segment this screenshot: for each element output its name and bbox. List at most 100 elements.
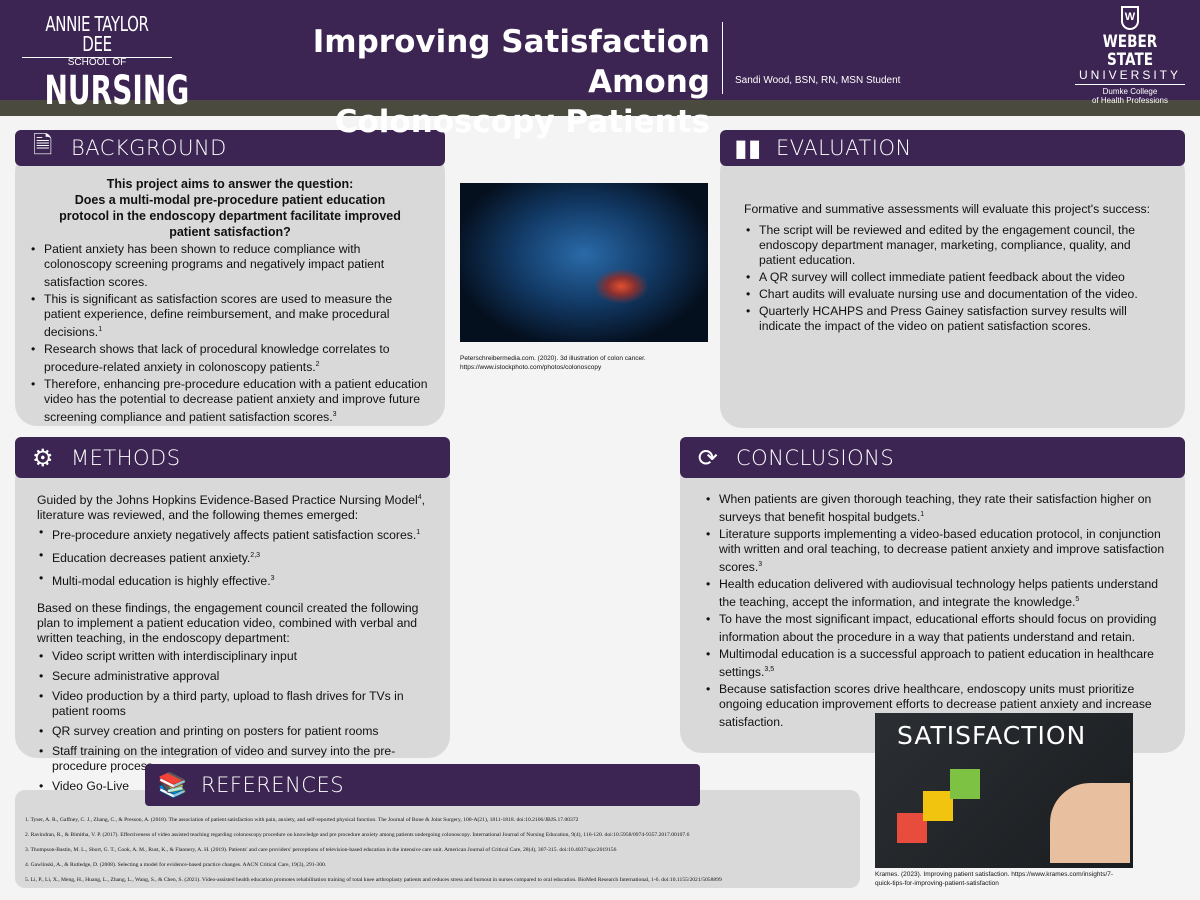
- plan-intro: Based on these findings, the engagement …: [37, 601, 419, 646]
- list-item: Pre-procedure anxiety negatively affects…: [37, 525, 438, 543]
- list-item: Multi-modal education is highly effectiv…: [37, 571, 438, 589]
- caption-line: https://www.istockphoto.com/photos/colon…: [460, 363, 602, 371]
- logo-line: WEBER STATE: [1102, 32, 1158, 70]
- methods-panel: Guided by the Johns Hopkins Evidence-Bas…: [15, 458, 450, 794]
- list-item: Research shows that lack of procedural k…: [29, 342, 431, 375]
- citation: 4: [417, 494, 422, 501]
- header-band: [0, 100, 1200, 116]
- item-text: Health education delivered with audiovis…: [719, 577, 1159, 610]
- list-item: Secure administrative approval: [37, 669, 438, 684]
- satisfaction-image-caption: Krames. (2023). Improving patient satisf…: [875, 871, 1165, 888]
- intro-text: , literature was reviewed, and the follo…: [37, 493, 426, 523]
- satisfaction-image: SATISFACTION: [875, 713, 1133, 868]
- background-panel: This project aims to answer the question…: [15, 150, 445, 426]
- list-item: Literature supports implementing a video…: [704, 527, 1171, 575]
- background-header: 🗎 BACKGROUND: [15, 130, 445, 166]
- title-line: Improving Satisfaction Among: [312, 24, 710, 100]
- hand-image: [1050, 783, 1130, 863]
- title-line: Colonoscopy Patients: [334, 104, 710, 140]
- list-item: Patient anxiety has been shown to reduce…: [29, 242, 431, 290]
- citation: 2,3: [250, 552, 261, 560]
- list-item: Video script written with interdisciplin…: [37, 649, 438, 664]
- item-text: Research shows that lack of procedural k…: [44, 342, 390, 375]
- logo-line: NURSING: [44, 68, 190, 114]
- reference-item: 3. Thompson-Bastin, M. L., Short, G. T.,…: [25, 847, 617, 853]
- list-item: Quarterly HCAHPS and Press Gainey satisf…: [744, 304, 1163, 334]
- references-header: 📚 REFERENCES: [145, 764, 700, 806]
- item-text: When patients are given thorough teachin…: [719, 492, 1152, 525]
- caption-line: Peterschreibermedia.com. (2020). 3d illu…: [460, 355, 646, 362]
- evaluation-header: ▮▮ EVALUATION: [720, 130, 1185, 166]
- logo-line: Dumke College: [1102, 87, 1158, 96]
- reference-item: 4. Gawlinski, A., & Rutledge, D. (2008).…: [25, 862, 327, 868]
- caption-line: Krames. (2023). Improving patient satisf…: [875, 871, 1114, 878]
- list-item: Staff training on the integration of vid…: [37, 744, 438, 774]
- satisfaction-word: SATISFACTION: [897, 721, 1087, 750]
- logo-line: UNIVERSITY: [1075, 69, 1185, 85]
- citation: 5: [1075, 596, 1080, 604]
- conclusions-header: ⟳ CONCLUSIONS: [680, 437, 1185, 478]
- logo-line: ANNIE TAYLOR DEE: [45, 12, 149, 56]
- gears-icon: ⚙: [31, 443, 54, 472]
- citation: 2: [315, 361, 320, 369]
- item-text: Pre-procedure anxiety negatively affects…: [52, 528, 417, 543]
- list-item: Video production by a third party, uploa…: [37, 689, 438, 719]
- neutral-face-icon: [923, 791, 953, 821]
- list-item: A QR survey will collect immediate patie…: [744, 270, 1163, 285]
- reference-item: 2. Ravindran, R., & Bimitha, V. P. (2017…: [25, 832, 690, 838]
- references-list: 1. Tyser, A. R., Gaffney, C. J., Zhang, …: [15, 790, 860, 892]
- list-item: Because satisfaction scores drive health…: [704, 682, 1171, 730]
- list-item: Health education delivered with audiovis…: [704, 577, 1171, 610]
- background-list: Patient anxiety has been shown to reduce…: [29, 242, 431, 425]
- list-item: Video Go-Live: [37, 779, 438, 794]
- item-text: Multi-modal education is highly effectiv…: [52, 574, 271, 589]
- item-text: Literature supports implementing a video…: [719, 527, 1165, 575]
- item-text: To have the most significant impact, edu…: [719, 612, 1157, 645]
- colon-illustration-image: [460, 183, 708, 342]
- citation: 1: [416, 529, 421, 537]
- section-title: METHODS: [71, 445, 181, 470]
- citation: 1: [920, 511, 925, 518]
- list-item: To have the most significant impact, edu…: [704, 612, 1171, 645]
- shield-icon: W: [1121, 6, 1139, 30]
- item-text: Therefore, enhancing pre-procedure educa…: [44, 377, 428, 425]
- citation: 3,5: [764, 666, 775, 674]
- citation: 3: [758, 561, 763, 569]
- item-text: Patient anxiety has been shown to reduce…: [44, 242, 385, 290]
- references-panel: 1. Tyser, A. R., Gaffney, C. J., Zhang, …: [15, 790, 860, 888]
- methods-header: ⚙ METHODS: [15, 437, 450, 478]
- item-text: Because satisfaction scores drive health…: [719, 682, 1152, 730]
- poster-title: Improving Satisfaction Among Colonoscopy …: [220, 22, 710, 142]
- section-title: CONCLUSIONS: [736, 445, 895, 470]
- methods-intro: Guided by the Johns Hopkins Evidence-Bas…: [37, 490, 438, 523]
- evaluation-intro: Formative and summative assessments will…: [744, 202, 1151, 216]
- books-icon: 📚: [157, 771, 189, 799]
- weber-state-logo: W WEBER STATE UNIVERSITY Dumke College o…: [1075, 6, 1185, 105]
- reference-item: 1. Tyser, A. R., Gaffney, C. J., Zhang, …: [25, 817, 579, 823]
- logo-line: of Health Professions: [1091, 96, 1169, 105]
- divider: [722, 22, 723, 94]
- evaluation-list: The script will be reviewed and edited b…: [744, 223, 1163, 334]
- item-text: Education decreases patient anxiety.: [52, 551, 251, 566]
- bar-chart-icon: ▮▮: [734, 134, 762, 162]
- item-text: Multimodal education is a successful app…: [719, 647, 1154, 680]
- section-title: BACKGROUND: [71, 136, 227, 160]
- author: Sandi Wood, BSN, RN, MSN Student: [735, 75, 901, 86]
- poster-header: ANNIE TAYLOR DEE SCHOOL OF NURSING Impro…: [0, 0, 1200, 140]
- conclusions-list: When patients are given thorough teachin…: [704, 492, 1171, 730]
- sad-face-icon: [897, 813, 927, 843]
- section-title: EVALUATION: [776, 136, 912, 160]
- citation: 3: [270, 575, 275, 583]
- themes-list: Pre-procedure anxiety negatively affects…: [37, 525, 438, 589]
- section-title: REFERENCES: [201, 773, 345, 797]
- school-of-nursing-logo: ANNIE TAYLOR DEE SCHOOL OF NURSING: [22, 12, 190, 114]
- list-item: Therefore, enhancing pre-procedure educa…: [29, 377, 431, 425]
- question-intro: This project aims to answer the question…: [106, 177, 354, 191]
- document-icon: 🗎: [33, 130, 53, 159]
- research-question: Does a multi-modal pre-procedure patient…: [59, 193, 401, 239]
- cycle-arrows-icon: ⟳: [697, 443, 719, 472]
- caption-line: quick-tips-for-improving-patient-satisfa…: [875, 879, 999, 887]
- intro-text: Guided by the Johns Hopkins Evidence-Bas…: [37, 493, 418, 508]
- evaluation-panel: Formative and summative assessments will…: [720, 150, 1185, 428]
- item-text: This is significant as satisfaction scor…: [44, 292, 393, 340]
